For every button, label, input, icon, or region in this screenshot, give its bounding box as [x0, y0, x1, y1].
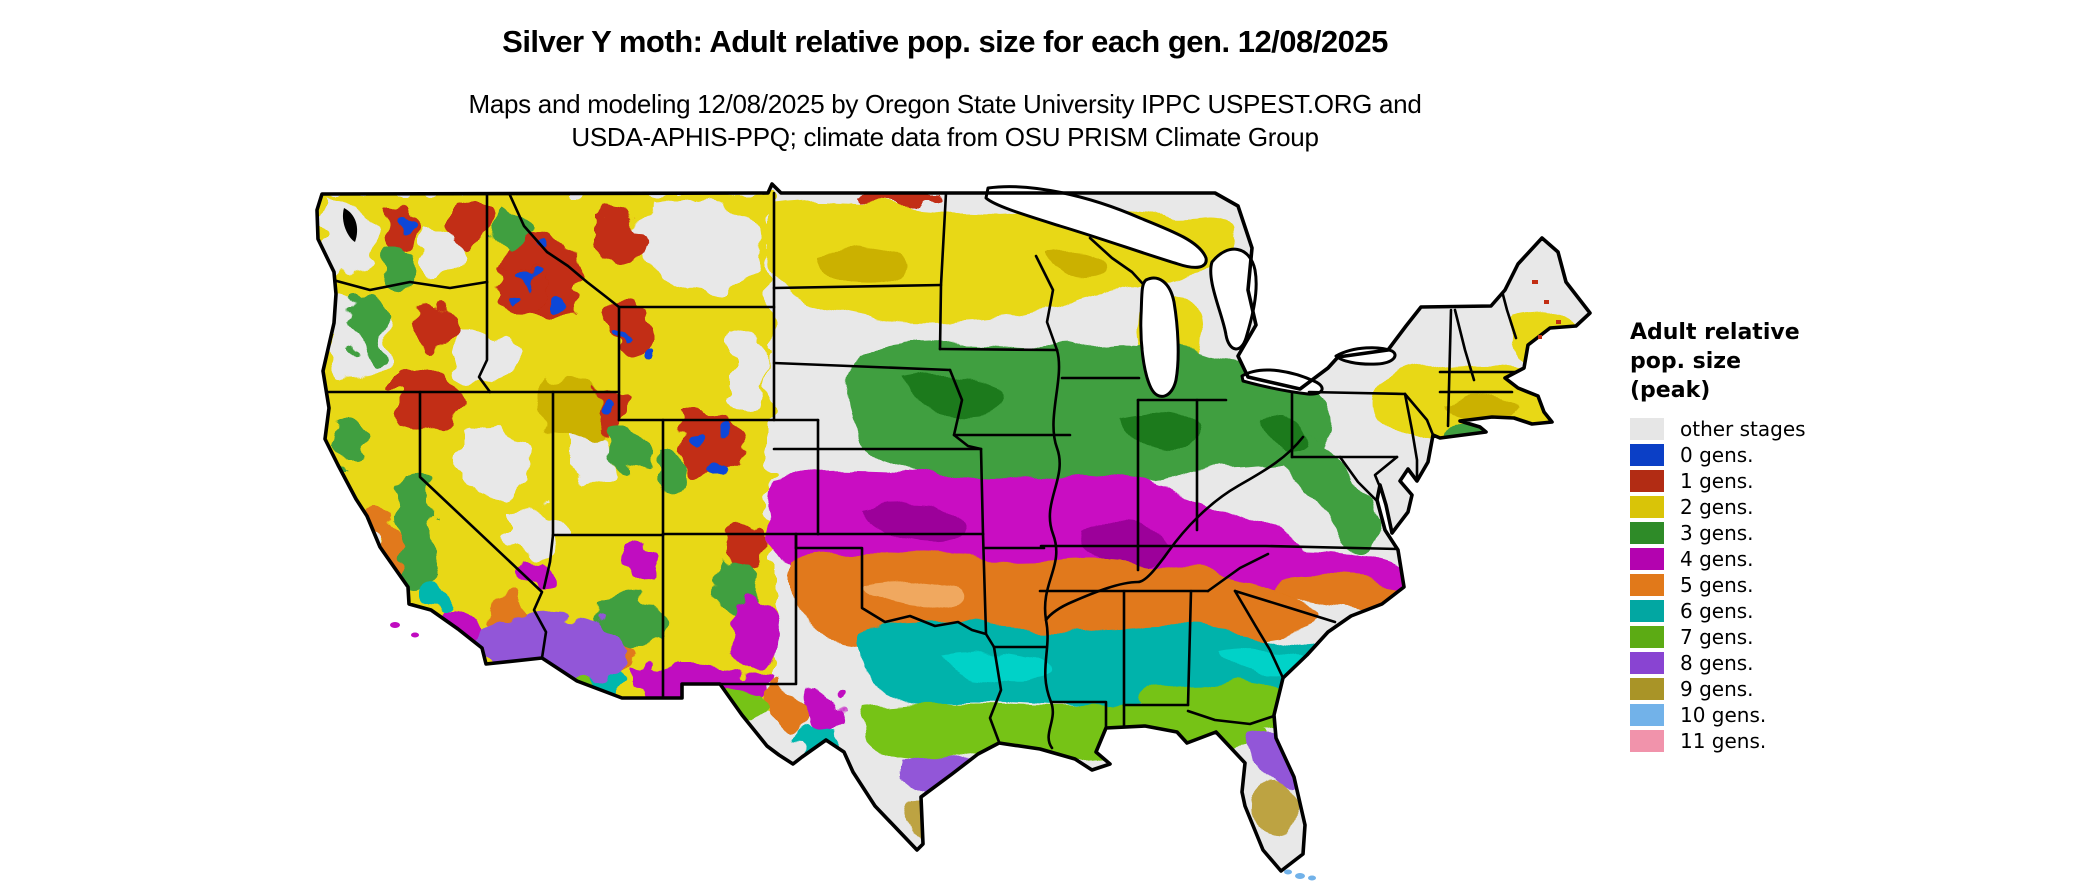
- legend-label: 9 gens.: [1680, 677, 1754, 701]
- legend-swatch-3-gens: [1630, 522, 1664, 544]
- legend-swatch-8-gens: [1630, 652, 1664, 674]
- legend-row: 5 gens.: [1630, 572, 2090, 598]
- legend-swatch-4-gens: [1630, 548, 1664, 570]
- legend-row: 2 gens.: [1630, 494, 2090, 520]
- band-9-gens-olive: [902, 786, 1301, 852]
- us-generations-map: [315, 182, 1592, 881]
- legend-label: 0 gens.: [1680, 443, 1754, 467]
- page-subtitle: Maps and modeling 12/08/2025 by Oregon S…: [0, 88, 1890, 154]
- legend-swatch-2-gens: [1630, 496, 1664, 518]
- legend-label: 2 gens.: [1680, 495, 1754, 519]
- legend-row: 11 gens.: [1630, 728, 2090, 754]
- legend-row: 1 gens.: [1630, 468, 2090, 494]
- legend-label: 6 gens.: [1680, 599, 1754, 623]
- legend-row: 7 gens.: [1630, 624, 2090, 650]
- legend-label: 7 gens.: [1680, 625, 1754, 649]
- legend-title-line: pop. size: [1630, 349, 1741, 374]
- legend: Adult relative pop. size (peak) other st…: [1630, 318, 2090, 754]
- lake-superior: [984, 185, 1208, 269]
- legend-label: 5 gens.: [1680, 573, 1754, 597]
- legend-row: 6 gens.: [1630, 598, 2090, 624]
- lake-huron: [1209, 247, 1258, 351]
- legend-swatch-1-gens: [1630, 470, 1664, 492]
- legend-swatch-7-gens: [1630, 626, 1664, 648]
- legend-items: other stages 0 gens. 1 gens. 2 gens. 3 g…: [1630, 416, 2090, 754]
- state-borders: [319, 191, 1542, 750]
- legend-swatch-5-gens: [1630, 574, 1664, 596]
- legend-swatch-0-gens: [1630, 444, 1664, 466]
- band-10-gens-lightblue-keys: [390, 622, 1316, 881]
- page-title: Silver Y moth: Adult relative pop. size …: [502, 24, 1388, 59]
- subtitle-line-1: Maps and modeling 12/08/2025 by Oregon S…: [468, 89, 1422, 119]
- lake-michigan: [1139, 276, 1180, 398]
- puget-sound: [342, 208, 358, 242]
- legend-swatch-10-gens: [1630, 704, 1664, 726]
- legend-label: 1 gens.: [1680, 469, 1754, 493]
- map-container: [300, 130, 1600, 892]
- legend-label: 3 gens.: [1680, 521, 1754, 545]
- legend-row: 9 gens.: [1630, 676, 2090, 702]
- legend-row: 8 gens.: [1630, 650, 2090, 676]
- legend-row: 0 gens.: [1630, 442, 2090, 468]
- legend-title-line: Adult relative: [1630, 320, 1800, 345]
- legend-swatch-9-gens: [1630, 678, 1664, 700]
- legend-swatch-other-stages: [1630, 418, 1664, 440]
- legend-label: 4 gens.: [1680, 547, 1754, 571]
- legend-row: 10 gens.: [1630, 702, 2090, 728]
- legend-title-line: (peak): [1630, 378, 1711, 403]
- legend-label: 10 gens.: [1680, 703, 1767, 727]
- legend-title: Adult relative pop. size (peak): [1630, 318, 2090, 405]
- legend-row: 3 gens.: [1630, 520, 2090, 546]
- legend-swatch-6-gens: [1630, 600, 1664, 622]
- legend-label: 11 gens.: [1680, 729, 1767, 753]
- maine-red-specks: [1532, 280, 1561, 339]
- legend-row: 4 gens.: [1630, 546, 2090, 572]
- legend-label: 8 gens.: [1680, 651, 1754, 675]
- subtitle-line-2: USDA-APHIS-PPQ; climate data from OSU PR…: [571, 122, 1319, 152]
- legend-label: other stages: [1680, 417, 1806, 441]
- legend-row: other stages: [1630, 416, 2090, 442]
- legend-swatch-11-gens: [1630, 730, 1664, 752]
